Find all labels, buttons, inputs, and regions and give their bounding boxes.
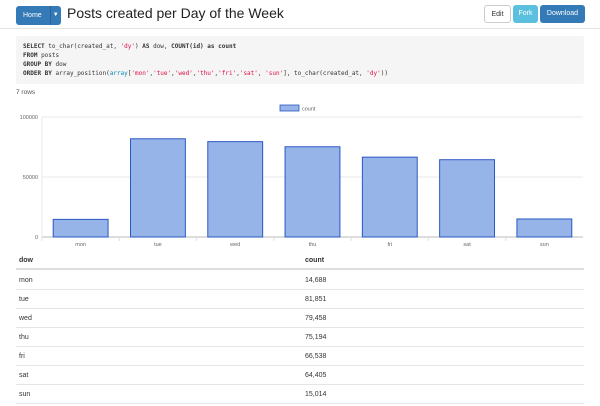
table-row: fri 66,538 xyxy=(16,347,584,366)
sql-token: 'dy' xyxy=(120,43,135,50)
x-tick-label: sat xyxy=(463,242,471,248)
sql-token: 'dy' xyxy=(366,70,381,77)
sql-token: posts xyxy=(37,52,60,59)
legend-label: count xyxy=(302,107,316,113)
bar-tue xyxy=(129,138,186,238)
y-tick-label: 0 xyxy=(35,235,38,241)
page-title: Posts created per Day of the Week xyxy=(67,5,284,21)
sql-query: SELECT to_char(created_at, 'dy') AS dow,… xyxy=(16,36,584,84)
row-count: 7 rows xyxy=(16,89,36,96)
sql-token: 'mon' xyxy=(131,70,150,77)
table-row: tue 81,851 xyxy=(16,290,584,309)
sql-token: to_char(created_at, xyxy=(44,43,121,50)
top-bar: Home ▼ Posts created per Day of the Week… xyxy=(0,0,600,29)
fork-button[interactable]: Fork xyxy=(513,5,538,23)
x-tick-label: thu xyxy=(309,242,317,248)
cell-dow: tue xyxy=(19,296,29,303)
sql-token: array_position( xyxy=(51,70,110,77)
cell-dow: wed xyxy=(19,315,32,322)
sql-token: 'thu' xyxy=(196,70,215,77)
home-button[interactable]: Home xyxy=(16,6,50,25)
x-tick-label: mon xyxy=(75,242,86,248)
x-tick-label: wed xyxy=(229,242,240,248)
sql-token: 'wed' xyxy=(174,70,193,77)
sql-token: 'tue' xyxy=(153,70,172,77)
sql-token: AS xyxy=(142,43,150,50)
x-tick-label: fri xyxy=(387,242,392,248)
table-header: dow count xyxy=(16,254,584,270)
table-row: wed 79,458 xyxy=(16,309,584,328)
cell-count: 79,458 xyxy=(305,315,327,322)
legend-swatch xyxy=(279,104,300,112)
bar-fri xyxy=(361,156,418,238)
cell-count: 14,688 xyxy=(305,277,327,284)
sql-token: GROUP BY xyxy=(23,61,52,68)
cell-dow: thu xyxy=(19,334,29,341)
edit-button[interactable]: Edit xyxy=(484,5,511,23)
sql-token: COUNT(id) as count xyxy=(171,43,237,50)
cell-count: 64,405 xyxy=(305,372,327,379)
sql-token: [ xyxy=(127,70,132,77)
cell-dow: fri xyxy=(19,353,25,360)
table-row: sat 64,405 xyxy=(16,366,584,385)
cell-dow: sun xyxy=(19,391,31,398)
caret-down-icon[interactable]: ▼ xyxy=(49,6,61,25)
x-tick-label: sun xyxy=(540,242,549,248)
bar-sun xyxy=(516,218,573,238)
column-header-count: count xyxy=(305,257,325,264)
column-header-dow: dow xyxy=(19,257,33,264)
bar-chart: 0 50000 100000 mon tue wed thu fri sat sun count xyxy=(20,104,583,248)
sql-token: FROM xyxy=(23,52,38,59)
table-row: mon 14,688 xyxy=(16,271,584,290)
table-row: thu 75,194 xyxy=(16,328,584,347)
cell-count: 81,851 xyxy=(305,296,327,303)
cell-count: 66,538 xyxy=(305,353,327,360)
sql-token: 'sat' xyxy=(239,70,258,77)
sql-token: dow, xyxy=(149,43,172,50)
sql-token: ORDER BY xyxy=(23,70,52,77)
bar-mon xyxy=(52,218,109,238)
cell-count: 15,014 xyxy=(305,391,327,398)
sql-token: 'fri' xyxy=(218,70,237,77)
sql-token: ], to_char(created_at, xyxy=(283,70,367,77)
sql-token: dow xyxy=(51,61,67,68)
table-row: sun 15,014 xyxy=(16,385,584,404)
cell-dow: sat xyxy=(19,372,29,379)
home-dropdown[interactable]: Home ▼ xyxy=(16,6,61,25)
bar-thu xyxy=(284,146,341,238)
sql-token: )) xyxy=(380,70,388,77)
cell-count: 75,194 xyxy=(305,334,327,341)
bar-sat xyxy=(439,159,496,238)
sql-token: ) xyxy=(135,43,143,50)
sql-token: 'sun' xyxy=(265,70,284,77)
bar-wed xyxy=(207,141,264,238)
download-button[interactable]: Download xyxy=(540,5,585,23)
y-tick-label: 100000 xyxy=(20,115,38,121)
x-tick-label: tue xyxy=(154,242,162,248)
sql-token: array xyxy=(109,70,128,77)
cell-dow: mon xyxy=(19,277,33,284)
sql-token: SELECT xyxy=(23,43,45,50)
y-tick-label: 50000 xyxy=(23,175,38,181)
